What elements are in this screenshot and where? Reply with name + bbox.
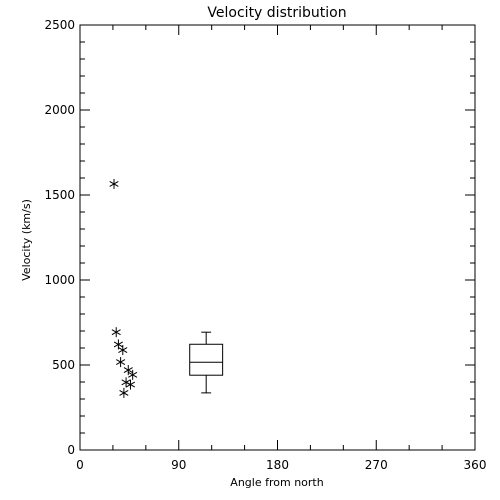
y-axis-label: Velocity (km/s) <box>20 199 33 281</box>
y-tick-label: 2500 <box>44 18 75 32</box>
data-point <box>116 357 126 368</box>
x-axis-label: Angle from north <box>230 476 323 489</box>
data-point <box>125 379 136 390</box>
y-tick-label: 0 <box>67 443 75 457</box>
x-tick-label: 270 <box>365 458 388 472</box>
data-point <box>109 178 119 189</box>
data-point <box>119 387 129 398</box>
box-iqr <box>189 343 224 376</box>
plot-frame <box>79 24 476 451</box>
box-plot <box>189 331 224 394</box>
tick-labels: 0 90 180 270 360 0 500 1000 1500 2000 2500 <box>44 18 486 472</box>
y-tick-label: 1000 <box>44 273 75 287</box>
data-point <box>128 369 138 380</box>
data-point <box>123 365 133 376</box>
axis-ticks <box>79 24 476 451</box>
x-tick-label: 180 <box>266 458 289 472</box>
y-tick-label: 2000 <box>44 103 75 117</box>
x-tick-label: 360 <box>464 458 487 472</box>
x-tick-label: 90 <box>171 458 186 472</box>
y-tick-label: 1500 <box>44 188 75 202</box>
x-tick-label: 0 <box>76 458 84 472</box>
y-tick-label: 500 <box>52 358 75 372</box>
data-point <box>118 345 128 356</box>
chart-title: Velocity distribution <box>207 5 346 21</box>
data-point <box>111 327 121 338</box>
scatter-points <box>109 178 138 398</box>
